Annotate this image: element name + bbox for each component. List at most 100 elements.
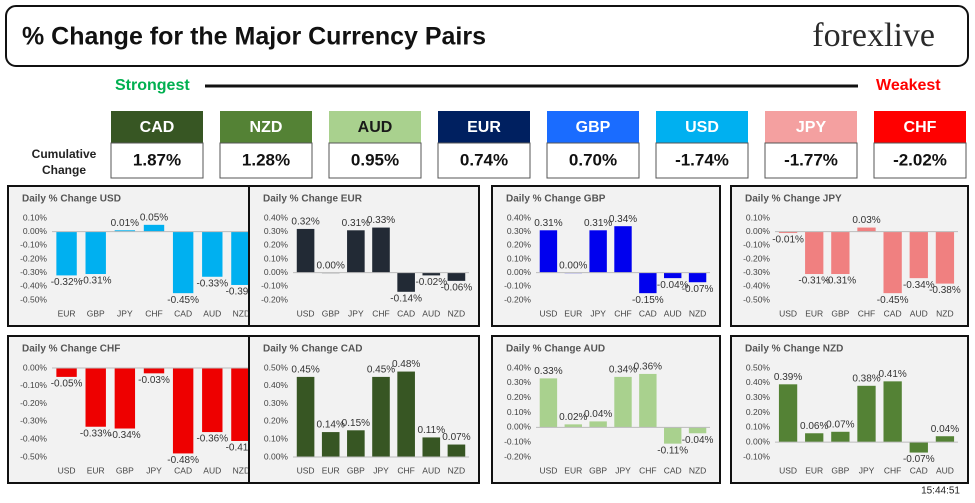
bar (589, 421, 607, 428)
tile-value: -2.02% (893, 150, 947, 169)
y-tick-label: -0.20% (743, 253, 770, 263)
x-tick-label: AUD (664, 308, 682, 318)
y-tick-label: -0.50% (743, 294, 770, 304)
bar (909, 231, 928, 279)
y-tick-label: 0.40% (507, 362, 532, 372)
x-tick-label: CAD (174, 465, 192, 475)
bar (909, 442, 928, 453)
value-label: -0.45% (167, 295, 199, 306)
value-label: 0.32% (291, 217, 319, 228)
tile-value: 1.87% (133, 150, 181, 169)
bar (805, 231, 824, 275)
x-tick-label: AUD (936, 465, 954, 475)
value-label: 0.39% (774, 372, 802, 383)
x-tick-label: GBP (116, 465, 134, 475)
value-label: 0.31% (342, 218, 370, 229)
y-tick-label: 0.20% (507, 392, 532, 402)
bar (664, 272, 682, 279)
y-tick-label: 0.30% (746, 392, 771, 402)
value-label: -0.31% (825, 276, 857, 287)
x-tick-label: AUD (422, 465, 440, 475)
bar (883, 231, 902, 294)
y-tick-label: 0.20% (264, 416, 289, 426)
bar (688, 427, 707, 434)
y-tick-label: -0.20% (504, 294, 531, 304)
x-tick-label: JPY (615, 465, 631, 475)
bar (857, 227, 876, 232)
x-tick-label: EUR (805, 465, 823, 475)
y-tick-label: 0.10% (507, 253, 532, 263)
bar (539, 230, 558, 273)
bar (589, 230, 607, 273)
value-label: 0.03% (852, 215, 880, 226)
bar (639, 373, 657, 428)
value-label: -0.07% (903, 454, 935, 465)
chart-box (730, 335, 969, 484)
bar (56, 231, 77, 276)
value-label: 0.14% (317, 420, 345, 431)
bar (85, 231, 106, 275)
tile-value: -1.77% (784, 150, 838, 169)
tile-head (220, 111, 312, 143)
x-tick-label: NZD (448, 465, 465, 475)
x-tick-label: NZD (233, 308, 250, 318)
bar (778, 231, 798, 234)
bar (539, 378, 558, 428)
tile-value: 1.28% (242, 150, 290, 169)
value-label: 0.33% (534, 366, 562, 377)
value-label: -0.39% (226, 287, 258, 298)
bar (143, 368, 165, 374)
x-tick-label: USD (539, 465, 557, 475)
chart-title: Daily % Change JPY (745, 194, 842, 205)
chart-title: Daily % Change CHF (22, 344, 120, 355)
y-tick-label: -0.10% (261, 281, 288, 291)
value-label: 0.34% (609, 365, 637, 376)
bar (397, 272, 415, 292)
y-tick-label: 0.40% (264, 380, 289, 390)
bar (296, 376, 315, 457)
bar (831, 431, 850, 443)
row-label: Cumulative Change (31, 147, 97, 177)
tile-body (219, 142, 313, 179)
tile-head (547, 111, 639, 143)
x-tick-label: EUR (564, 308, 582, 318)
x-tick-label: NZD (689, 465, 706, 475)
tile-value: 0.70% (569, 150, 617, 169)
bar (883, 381, 902, 443)
y-tick-label: 0.40% (264, 212, 289, 222)
value-label: 0.04% (584, 409, 612, 420)
y-tick-label: 0.00% (23, 362, 48, 372)
x-tick-label: EUR (322, 465, 340, 475)
value-label: -0.32% (51, 277, 83, 288)
y-tick-label: -0.20% (504, 451, 531, 461)
y-tick-label: 0.10% (264, 433, 289, 443)
y-tick-label: 0.00% (507, 267, 532, 277)
value-label: 0.38% (852, 373, 880, 384)
bar (372, 376, 390, 457)
x-tick-label: USD (297, 465, 315, 475)
tile-head (874, 111, 966, 143)
value-label: -0.34% (109, 430, 141, 441)
bar (664, 427, 682, 444)
value-label: -0.04% (682, 435, 714, 446)
value-label: -0.06% (441, 283, 473, 294)
bar (447, 272, 466, 281)
value-label: -0.34% (903, 280, 935, 291)
y-tick-label: 0.30% (507, 377, 532, 387)
y-tick-label: 0.00% (507, 422, 532, 432)
x-tick-label: NZD (936, 308, 953, 318)
x-tick-label: JPY (373, 465, 389, 475)
value-label: -0.05% (51, 379, 83, 390)
x-tick-label: USD (779, 465, 797, 475)
tile-body (328, 142, 422, 179)
value-label: 0.04% (931, 424, 959, 435)
tile-head (765, 111, 857, 143)
weakest-label: Weakest (876, 77, 941, 94)
value-label: 0.01% (111, 218, 139, 229)
bar (422, 437, 441, 457)
bar (347, 430, 365, 457)
bar (114, 230, 136, 232)
bar (935, 231, 955, 284)
x-tick-label: JPY (590, 308, 606, 318)
